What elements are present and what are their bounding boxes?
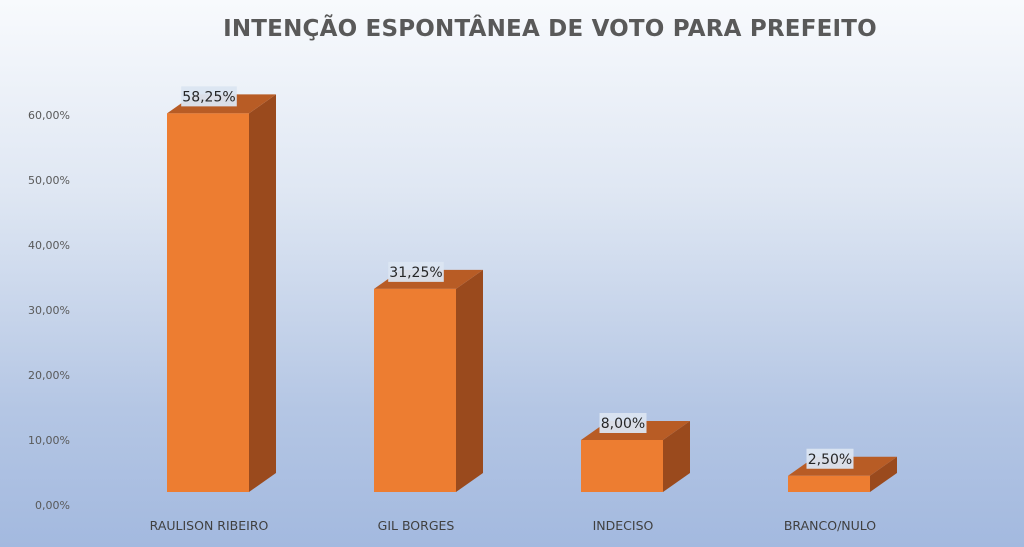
y-tick-label: 50,00% (28, 174, 70, 187)
bar (167, 113, 249, 492)
data-label-background (388, 261, 444, 282)
x-category-label: GIL BORGES (378, 518, 455, 533)
x-category-label: BRANCO/NULO (784, 518, 876, 533)
bar-side (870, 456, 897, 492)
bar (788, 475, 870, 492)
bar-side (456, 269, 483, 492)
x-category-label: INDECISO (593, 518, 654, 533)
y-tick-label: 20,00% (28, 369, 70, 382)
y-tick-label: 0,00% (35, 499, 70, 512)
bar-side (663, 421, 690, 492)
y-tick-label: 40,00% (28, 239, 70, 252)
data-label: 58,25% (182, 89, 235, 105)
bar (581, 440, 663, 492)
data-label-background (599, 413, 647, 433)
y-tick-label: 60,00% (28, 109, 70, 122)
y-tick-label: 30,00% (28, 304, 70, 317)
data-label: 2,50% (808, 452, 852, 468)
data-label-background (806, 448, 854, 469)
bar-side (249, 94, 276, 492)
data-label: 31,25% (389, 265, 442, 281)
data-label-background (181, 86, 237, 107)
y-tick-label: 10,00% (28, 434, 70, 447)
chart-title: INTENÇÃO ESPONTÂNEA DE VOTO PARA PREFEIT… (223, 16, 877, 42)
x-category-label: RAULISON RIBEIRO (150, 518, 269, 533)
bar (374, 288, 456, 492)
data-label: 8,00% (601, 416, 645, 432)
